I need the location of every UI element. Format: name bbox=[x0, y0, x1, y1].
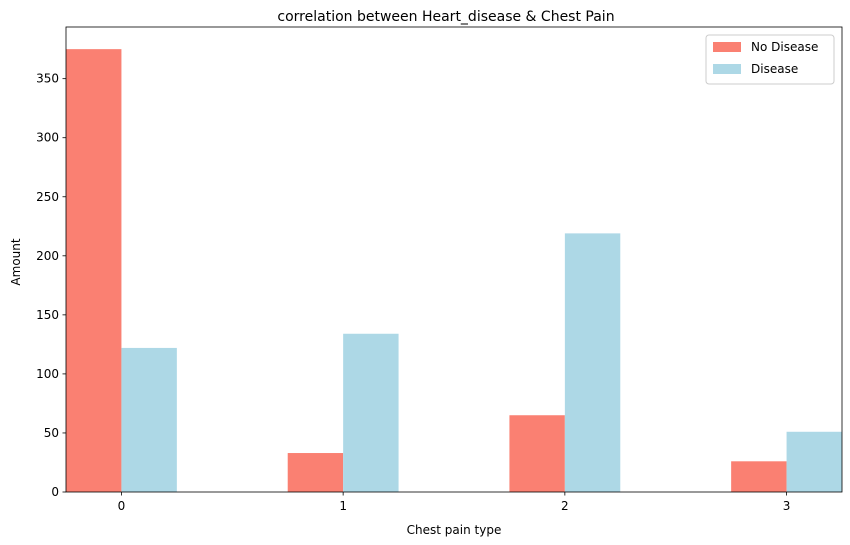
y-axis-label: Amount bbox=[9, 238, 23, 285]
legend-swatch bbox=[713, 64, 741, 74]
x-tick-label: 2 bbox=[561, 499, 569, 513]
plot-frame bbox=[65, 26, 843, 493]
x-tick-label: 3 bbox=[783, 499, 791, 513]
bar-disease-2 bbox=[564, 233, 621, 492]
x-axis-ticks: 0 1 2 3 bbox=[118, 492, 791, 513]
y-tick-label: 0 bbox=[51, 485, 59, 499]
x-tick-label: 1 bbox=[339, 499, 347, 513]
x-tick-label: 0 bbox=[118, 499, 126, 513]
legend-label: No Disease bbox=[751, 40, 818, 54]
legend: No Disease Disease bbox=[705, 34, 835, 85]
x-axis-label: Chest pain type bbox=[407, 523, 502, 537]
y-tick-label: 250 bbox=[36, 190, 59, 204]
legend-label: Disease bbox=[751, 62, 798, 76]
y-tick-label: 300 bbox=[36, 131, 59, 145]
bars bbox=[66, 49, 842, 493]
y-tick-label: 150 bbox=[36, 308, 59, 322]
bar-no-disease-2 bbox=[509, 415, 565, 492]
y-axis-ticks: 0 50 100 150 200 250 300 350 bbox=[36, 72, 66, 499]
legend-swatch bbox=[713, 42, 741, 52]
bar-no-disease-1 bbox=[287, 453, 344, 492]
y-tick-label: 350 bbox=[36, 72, 59, 86]
bar-no-disease-0 bbox=[66, 49, 122, 493]
bar-no-disease-3 bbox=[731, 461, 787, 492]
bar-disease-1 bbox=[343, 333, 399, 492]
y-tick-label: 100 bbox=[36, 367, 59, 381]
bar-disease-0 bbox=[121, 347, 177, 492]
y-tick-label: 200 bbox=[36, 249, 59, 263]
y-tick-label: 50 bbox=[44, 426, 59, 440]
chart-title: correlation between Heart_disease & Ches… bbox=[277, 9, 614, 25]
bar-disease-3 bbox=[786, 431, 842, 492]
